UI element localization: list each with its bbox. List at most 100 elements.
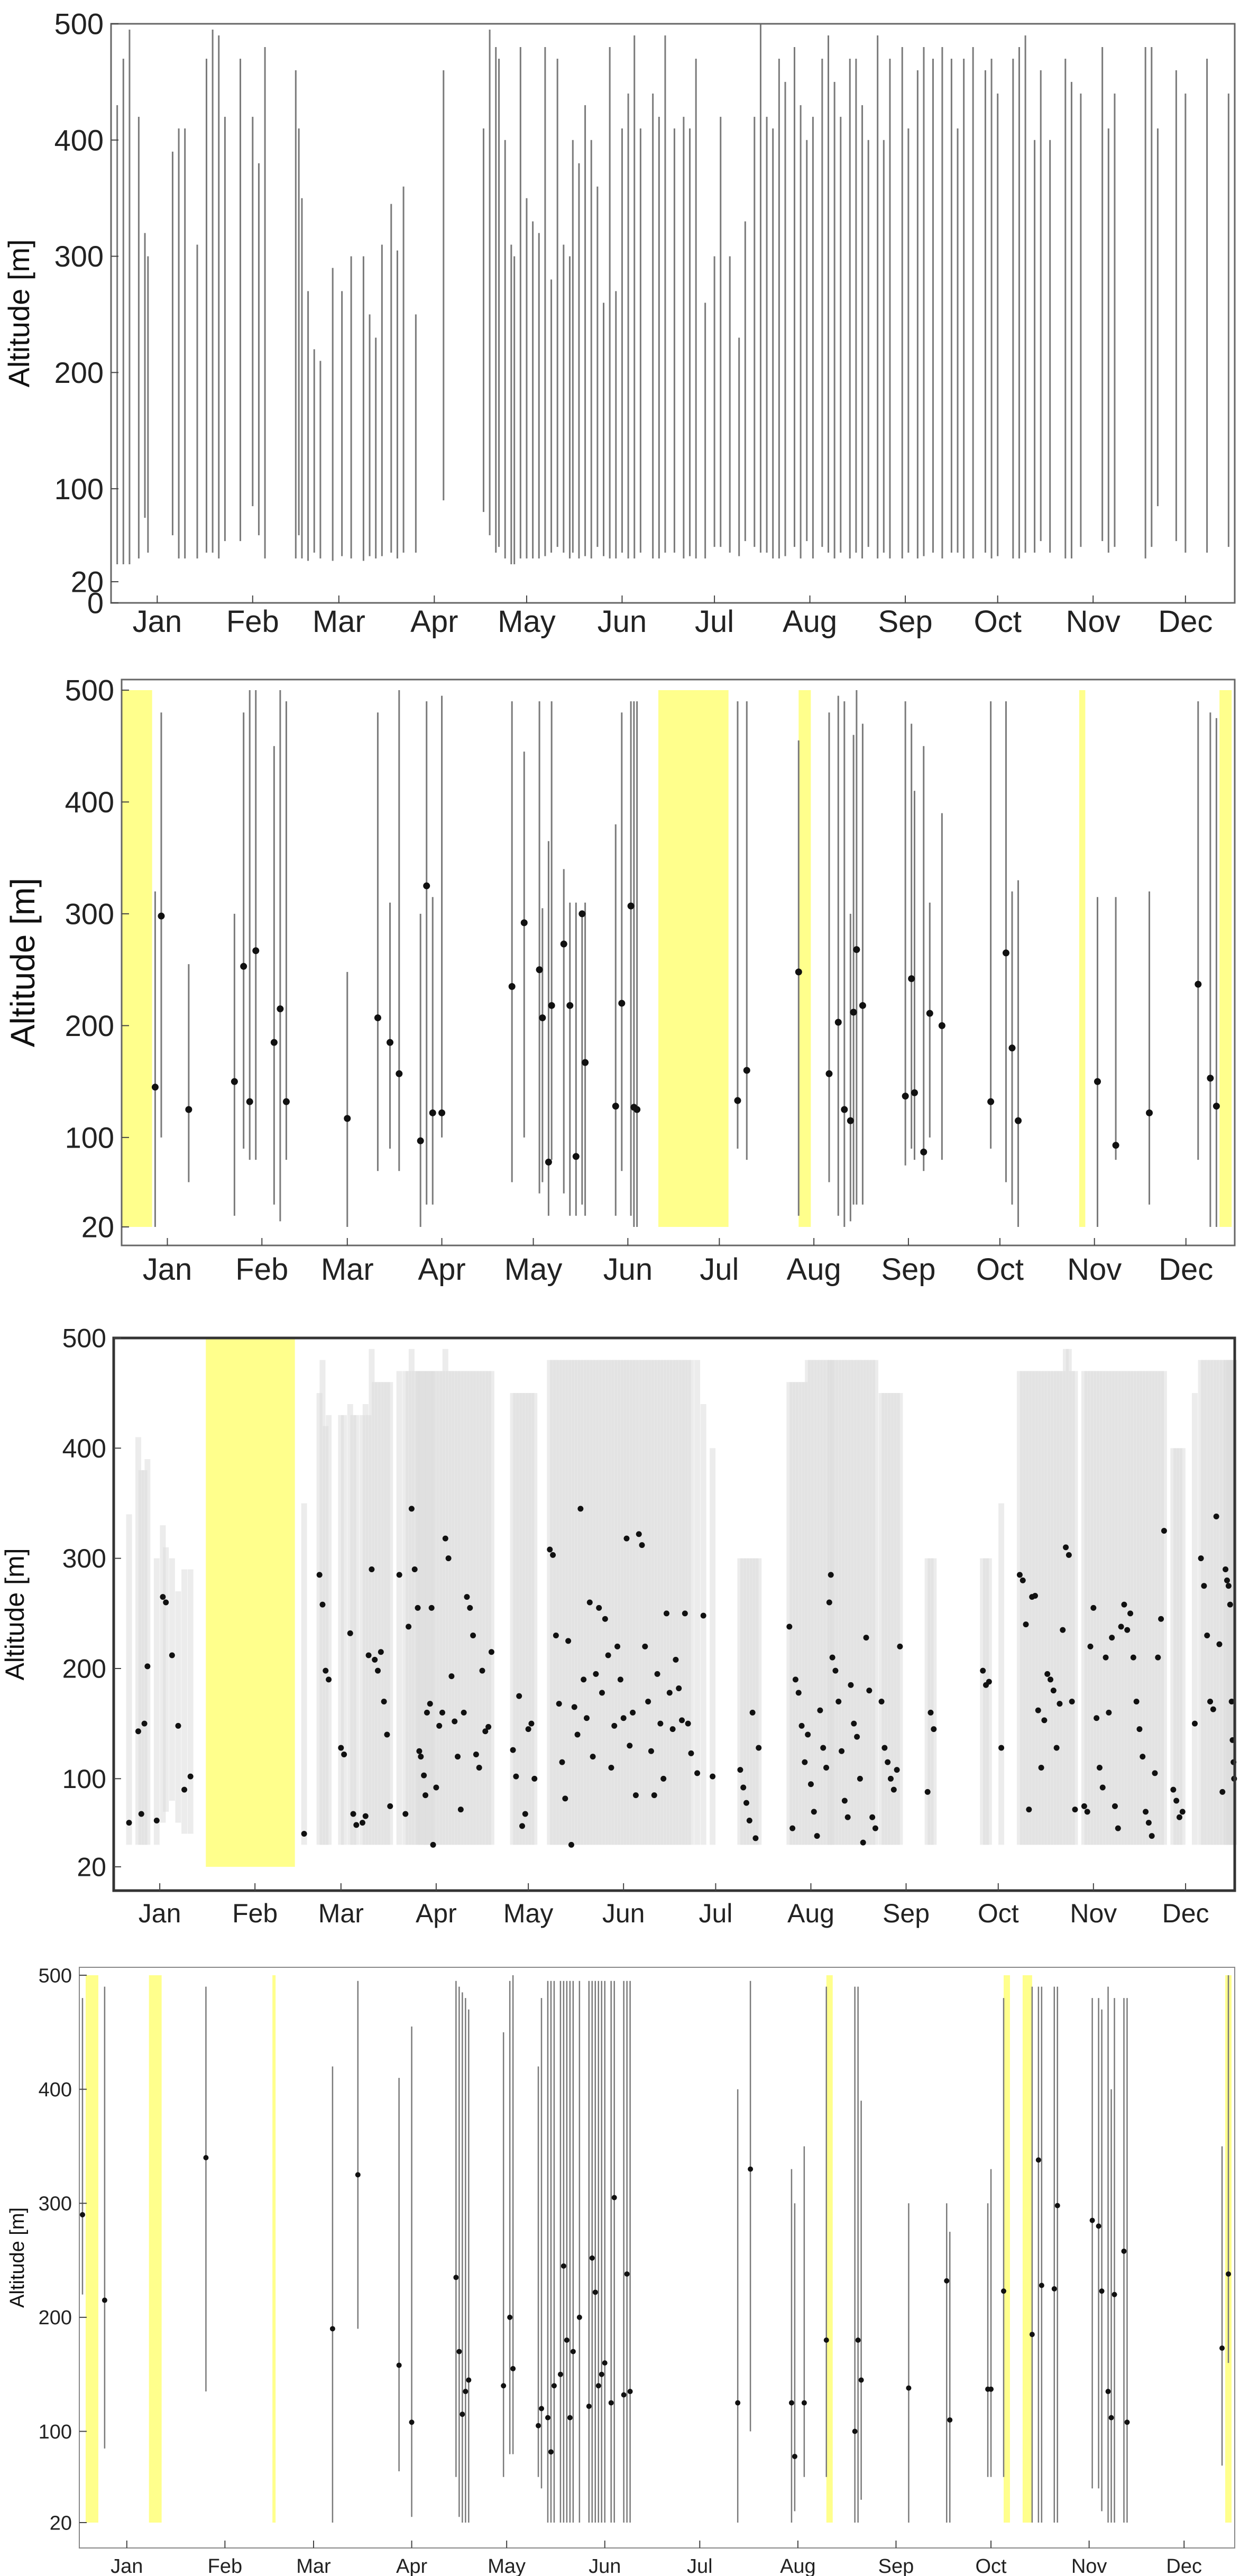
profile-value-marker	[578, 910, 586, 918]
profile-value-marker	[1090, 1605, 1097, 1611]
x-tick-label: Apr	[418, 1252, 465, 1287]
profile-value-marker	[1173, 1798, 1180, 1804]
profile-value-marker	[561, 2263, 566, 2269]
profile-value-marker	[545, 1158, 552, 1166]
profile-value-marker	[1044, 1671, 1051, 1677]
profile-value-marker	[1204, 1633, 1210, 1638]
profile-value-marker	[1124, 1627, 1131, 1633]
profile-value-marker	[605, 1652, 611, 1658]
y-tick-label: 400	[65, 785, 114, 819]
profile-value-marker	[429, 1109, 436, 1116]
profile-value-marker	[369, 1566, 375, 1572]
y-tick-label: 200	[62, 1654, 106, 1684]
profile-value-marker	[1096, 2223, 1101, 2229]
profile-value-marker	[1015, 1117, 1022, 1124]
profile-value-marker	[1084, 1809, 1090, 1815]
profile-value-marker	[485, 1724, 492, 1730]
profile-value-marker	[479, 1667, 485, 1674]
x-tick-label: Jan	[143, 1252, 192, 1287]
profile-value-marker	[602, 1616, 608, 1622]
profile-value-marker	[627, 1743, 633, 1749]
profile-value-marker	[795, 1690, 802, 1696]
x-tick-label: Jul	[687, 2555, 713, 2576]
profile-value-marker	[1081, 1803, 1087, 1809]
profile-value-marker	[1035, 1707, 1041, 1713]
profile-value-marker	[463, 2389, 469, 2395]
y-tick-label: 200	[54, 356, 104, 389]
x-tick-label: Oct	[974, 604, 1022, 639]
profile-value-marker	[1130, 1654, 1136, 1661]
profile-value-marker	[669, 1726, 676, 1732]
profile-value-marker	[476, 1765, 482, 1771]
x-tick-label: Dec	[1158, 604, 1213, 639]
x-tick-label: Jan	[111, 2555, 143, 2576]
profile-value-marker	[596, 1605, 602, 1611]
profile-value-marker	[439, 1709, 445, 1716]
highlight-band	[1022, 1975, 1032, 2523]
profile-value-marker	[1149, 1833, 1155, 1839]
profile-value-marker	[1223, 1566, 1229, 1572]
profile-value-marker	[743, 1067, 750, 1074]
panel-3: 20 100 200 300 400 500 Jan Feb Mar Apr May Jun Jul Au…	[0, 1324, 1237, 1928]
profile-value-marker	[599, 1690, 605, 1696]
profile-value-marker	[203, 2155, 209, 2160]
x-tick-label: Jan	[133, 604, 182, 639]
profile-value-marker	[565, 1638, 572, 1644]
profile-value-marker	[660, 1775, 667, 1782]
profile-value-marker	[632, 1792, 639, 1799]
profile-value-marker	[550, 1552, 556, 1558]
profile-value-marker	[1057, 1701, 1063, 1707]
profile-value-marker	[1008, 1044, 1016, 1052]
profile-value-marker	[685, 1720, 691, 1727]
profile-value-marker	[445, 1555, 452, 1562]
profile-value-marker	[488, 1649, 494, 1655]
profile-value-marker	[595, 2383, 601, 2389]
y-tick-label: 500	[54, 7, 104, 41]
profile-value-marker	[814, 1833, 820, 1839]
profile-value-marker	[570, 2349, 576, 2354]
y-tick-label: 100	[62, 1764, 106, 1794]
profile-value-marker	[839, 1748, 845, 1754]
profile-value-marker	[676, 1685, 682, 1691]
profile-value-marker	[1094, 1078, 1101, 1085]
profile-value-marker	[442, 1535, 448, 1542]
y-tick-label: 0	[87, 586, 104, 620]
highlight-band	[826, 1975, 833, 2523]
profile-value-marker	[187, 1773, 194, 1780]
profile-value-marker	[396, 1070, 403, 1077]
profile-value-marker	[1216, 1641, 1223, 1647]
profile-value-marker	[520, 919, 528, 927]
profile-value-marker	[341, 1752, 347, 1757]
x-tick-label: May	[504, 1252, 563, 1287]
profile-value-marker	[980, 1667, 986, 1674]
y-tick-label: 20	[50, 2512, 72, 2534]
profile-value-marker	[581, 1676, 587, 1683]
profile-value-marker	[694, 1770, 701, 1776]
profile-value-marker	[1060, 1627, 1066, 1633]
profile-value-marker	[350, 1811, 356, 1817]
profile-value-marker	[1035, 2157, 1041, 2163]
profile-value-marker	[654, 1671, 660, 1677]
profile-value-marker	[823, 2337, 829, 2343]
profile-value-marker	[316, 1572, 323, 1578]
profile-value-marker	[531, 1775, 538, 1782]
profile-value-marker	[986, 1679, 992, 1685]
x-tick-label: May	[498, 604, 556, 639]
profile-value-marker	[931, 1726, 937, 1732]
profile-value-marker	[466, 2377, 472, 2383]
x-tick-label: Jul	[695, 604, 734, 639]
profile-value-marker	[1121, 2248, 1127, 2254]
x-tick-label: Dec	[1159, 1252, 1213, 1287]
profile-value-marker	[365, 1652, 372, 1658]
profile-value-marker	[423, 1792, 429, 1799]
profile-value-marker	[574, 1731, 581, 1738]
profile-value-marker	[734, 1097, 741, 1104]
profile-value-marker	[866, 1688, 873, 1694]
x-tick-label: Mar	[313, 604, 365, 639]
profile-value-marker	[663, 1610, 669, 1617]
profile-value-marker	[627, 902, 635, 910]
profile-value-marker	[338, 1745, 344, 1751]
profile-value-marker	[362, 1813, 369, 1819]
profile-value-marker	[1176, 1814, 1182, 1820]
profile-value-marker	[944, 2278, 950, 2284]
